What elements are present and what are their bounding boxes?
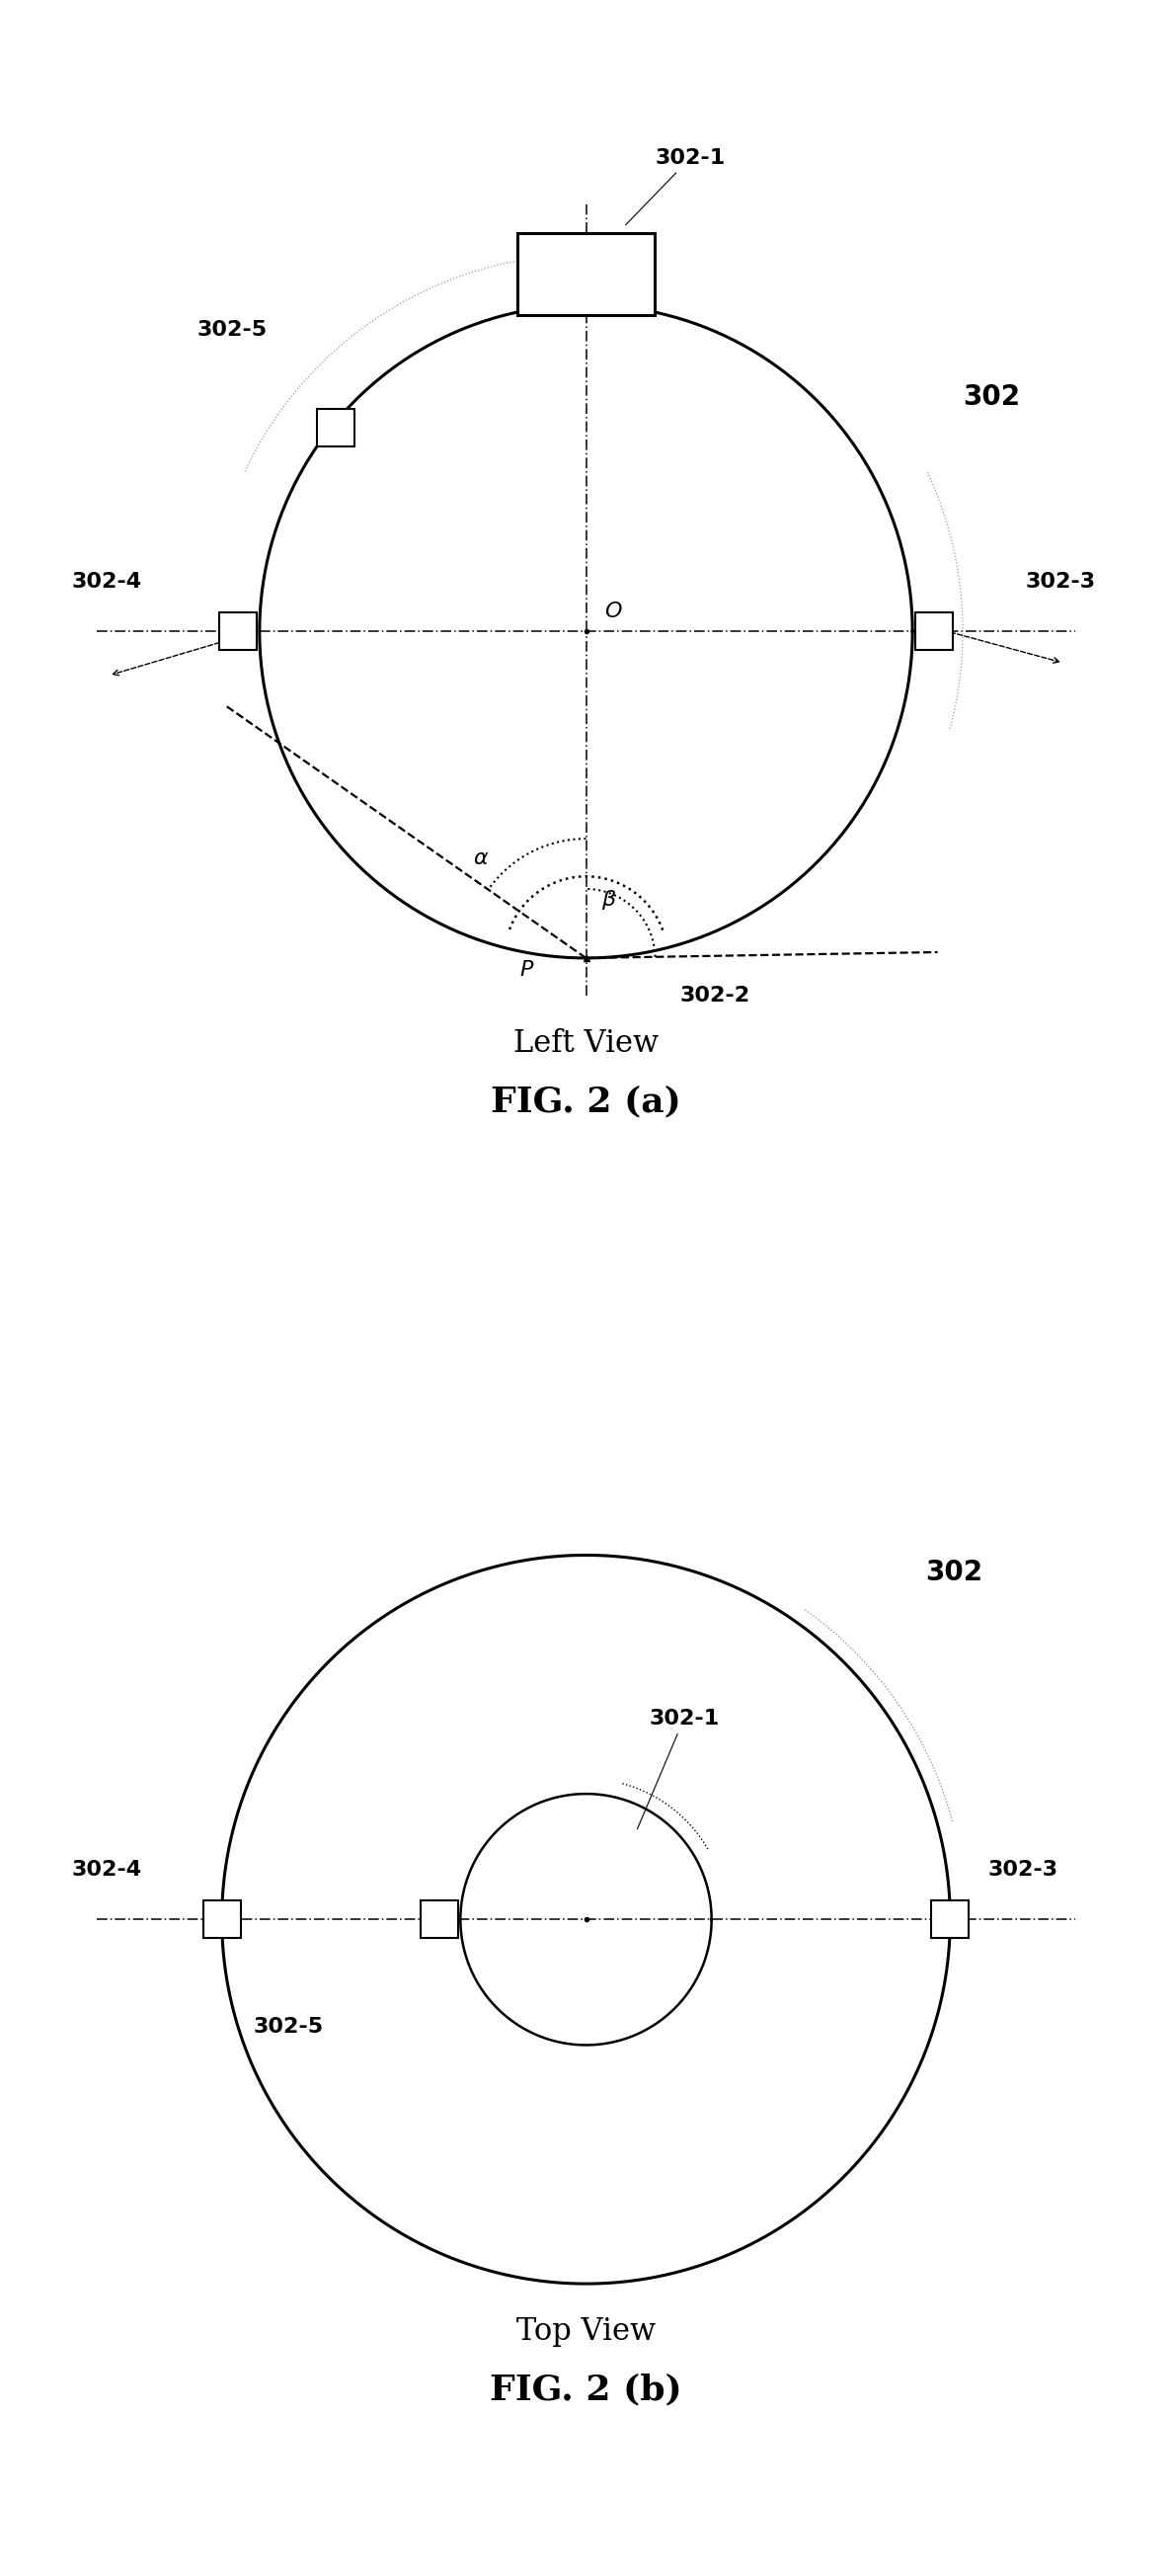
Text: α: α bbox=[473, 848, 488, 868]
Text: FIG. 2 (b): FIG. 2 (b) bbox=[490, 2372, 682, 2406]
Text: 302-5: 302-5 bbox=[253, 2017, 323, 2038]
Text: P: P bbox=[520, 961, 533, 981]
Text: 302-5: 302-5 bbox=[197, 319, 267, 340]
Text: 302-1: 302-1 bbox=[626, 149, 725, 224]
Text: 302-3: 302-3 bbox=[988, 1860, 1058, 1880]
Bar bbox=[219, 613, 257, 649]
Text: 302-2: 302-2 bbox=[680, 987, 750, 1007]
Text: 302-4: 302-4 bbox=[71, 1860, 142, 1880]
Bar bbox=[318, 410, 355, 446]
Bar bbox=[915, 613, 953, 649]
Bar bbox=[517, 234, 655, 314]
Text: β: β bbox=[601, 889, 615, 909]
Text: Top View: Top View bbox=[517, 2316, 655, 2347]
Text: 302: 302 bbox=[962, 384, 1020, 412]
Text: 302-1: 302-1 bbox=[638, 1708, 720, 1829]
Text: 302-4: 302-4 bbox=[71, 572, 142, 592]
Text: Left View: Left View bbox=[513, 1028, 659, 1059]
Text: 302-3: 302-3 bbox=[1026, 572, 1096, 592]
Bar bbox=[203, 1901, 240, 1937]
Bar bbox=[932, 1901, 969, 1937]
Text: O: O bbox=[605, 603, 622, 621]
Text: 302: 302 bbox=[925, 1558, 982, 1587]
Bar bbox=[421, 1901, 458, 1937]
Text: FIG. 2 (a): FIG. 2 (a) bbox=[491, 1084, 681, 1118]
